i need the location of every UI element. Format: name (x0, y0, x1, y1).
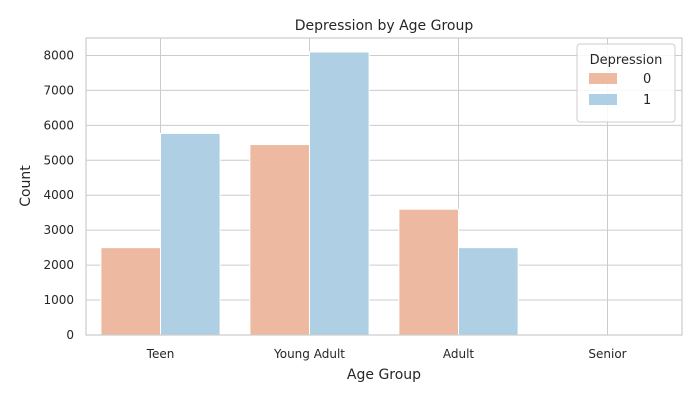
x-axis-label: Age Group (347, 367, 421, 383)
y-axis-label: Count (18, 165, 34, 207)
y-tick-label: 2000 (43, 258, 74, 272)
legend-label-0: 0 (643, 72, 651, 87)
bar-young-adult-series-0 (249, 144, 310, 336)
y-tick-label: 0 (66, 328, 74, 342)
y-tick-labels: 0 1000 2000 3000 4000 5000 6000 7000 8000 (43, 48, 74, 342)
x-tick-label: Young Adult (273, 347, 345, 361)
y-tick-label: 7000 (43, 83, 74, 97)
y-tick-label: 8000 (43, 48, 74, 62)
y-tick-label: 3000 (43, 223, 74, 237)
legend-swatch-0 (589, 73, 617, 84)
x-tick-label: Teen (146, 347, 175, 361)
bar-adult-series-0 (398, 208, 459, 336)
legend-label-1: 1 (643, 93, 651, 108)
y-tick-label: 4000 (43, 188, 74, 202)
legend-title: Depression (590, 53, 663, 68)
legend-swatch-1 (589, 94, 617, 105)
bars (100, 51, 519, 336)
chart-title: Depression by Age Group (295, 18, 474, 34)
bar-young-adult-series-1 (309, 51, 370, 336)
bar-teen-series-0 (100, 247, 161, 336)
y-tick-label: 6000 (43, 118, 74, 132)
bar-teen-series-1 (160, 132, 221, 336)
y-tick-label: 5000 (43, 153, 74, 167)
x-tick-label: Senior (588, 347, 626, 361)
x-tick-label: Adult (443, 347, 475, 361)
y-tick-label: 1000 (43, 293, 74, 307)
plot-frame (85, 37, 683, 336)
bar-adult-series-1 (458, 247, 519, 336)
legend-items: 01 (589, 72, 651, 108)
x-tick-labels: Teen Young Adult Adult Senior (146, 347, 627, 361)
legend: Depression 01 (576, 43, 676, 123)
